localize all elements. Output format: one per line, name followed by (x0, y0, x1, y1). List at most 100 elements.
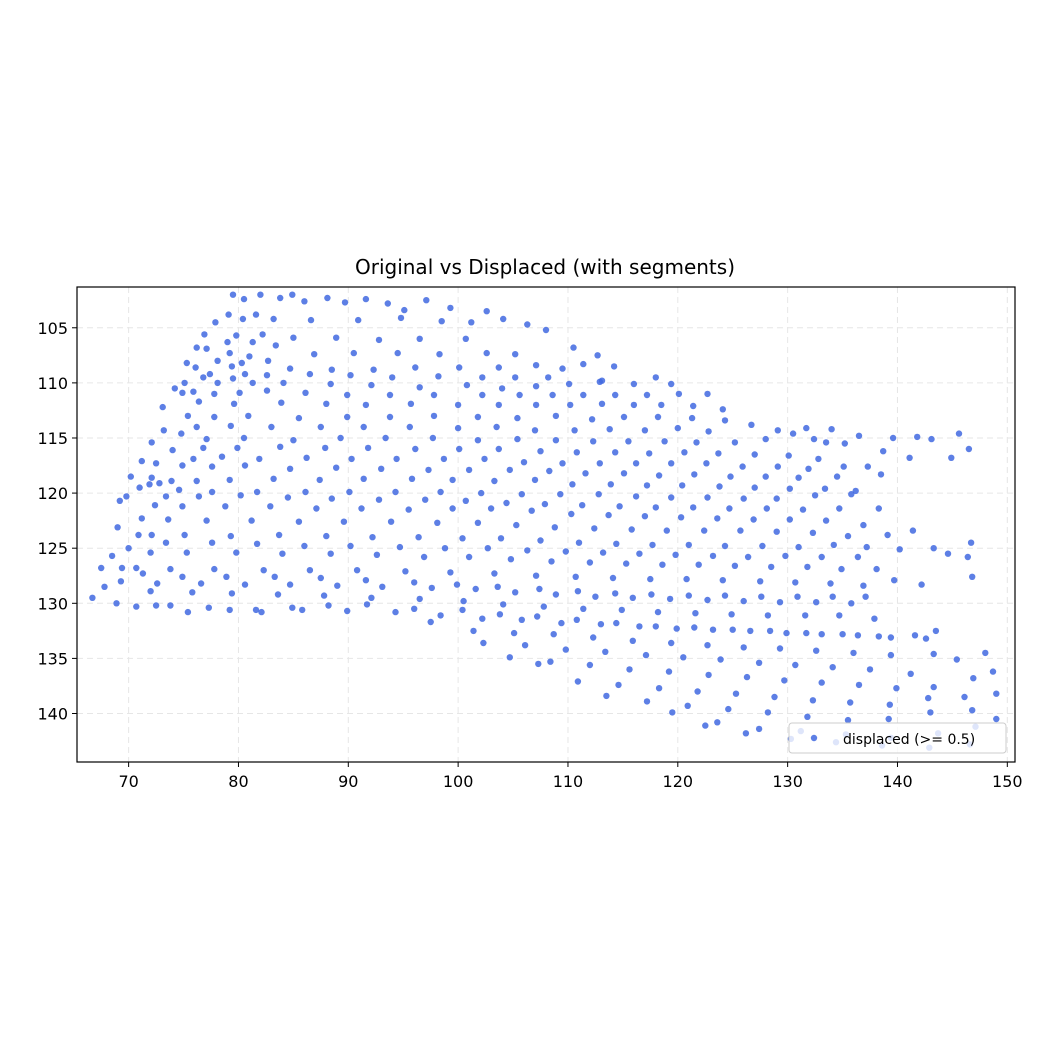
data-point (513, 521, 520, 529)
data-point (830, 541, 837, 549)
data-point (234, 444, 241, 452)
axes: 70 80 90 100 110 120 130 140 150 105 110 115 120 125 1… (37, 319, 1022, 791)
data-point (773, 528, 780, 535)
legend-box (788, 722, 1007, 754)
data-point (875, 633, 882, 640)
data-point (203, 517, 210, 524)
data-point (641, 513, 649, 520)
data-point (804, 713, 811, 720)
data-point (884, 531, 891, 539)
data-point (123, 493, 130, 500)
data-point (545, 374, 552, 381)
data-point (364, 444, 372, 452)
data-point (930, 545, 937, 552)
data-point (852, 487, 859, 495)
scatter-points (89, 291, 1000, 751)
data-point (811, 492, 819, 499)
data-point (375, 336, 383, 344)
data-point (392, 608, 399, 616)
data-point (299, 606, 306, 614)
data-point (993, 690, 1000, 697)
data-point (363, 601, 371, 608)
data-point (271, 573, 278, 580)
data-point (829, 664, 836, 671)
data-point (430, 391, 438, 399)
data-point (658, 401, 665, 409)
data-point (98, 564, 105, 572)
data-point (732, 690, 740, 697)
data-point (214, 357, 221, 364)
data-point (193, 477, 200, 485)
data-point (228, 363, 236, 370)
data-point (692, 610, 699, 617)
data-point (127, 473, 134, 480)
data-point (512, 589, 519, 596)
data-point (855, 432, 863, 439)
data-point (168, 477, 175, 485)
data-point (804, 563, 811, 571)
data-point (495, 445, 502, 453)
data-point (815, 455, 822, 463)
data-point (982, 649, 989, 657)
data-point (240, 295, 248, 303)
data-point (602, 648, 609, 655)
data-point (138, 457, 145, 465)
data-point (552, 437, 560, 444)
data-point (192, 364, 199, 371)
data-point (705, 428, 712, 435)
data-point (386, 391, 394, 399)
data-point (532, 572, 540, 579)
data-point (323, 532, 330, 540)
data-point (818, 553, 825, 561)
data-point (147, 588, 154, 595)
data-point (386, 413, 394, 421)
x-tick-label: 130 (772, 772, 803, 791)
data-point (286, 365, 294, 372)
data-point (425, 466, 432, 474)
data-point (726, 505, 733, 512)
data-point (714, 515, 721, 522)
data-point (159, 403, 166, 411)
data-point (727, 473, 734, 480)
data-point (848, 600, 855, 607)
data-point (456, 364, 463, 371)
data-point (348, 455, 355, 463)
data-point (840, 463, 847, 470)
x-tick-label: 100 (443, 772, 474, 791)
data-point (337, 434, 344, 442)
data-point (520, 459, 528, 466)
data-point (483, 308, 490, 315)
data-point (286, 465, 294, 472)
data-point (416, 384, 423, 391)
data-point (729, 626, 736, 633)
data-point (491, 570, 498, 577)
data-point (324, 294, 331, 302)
data-point (295, 518, 303, 525)
data-point (573, 449, 580, 456)
data-point (272, 342, 279, 349)
data-point (195, 493, 203, 500)
data-point (479, 615, 486, 622)
data-point (541, 500, 549, 508)
data-point (462, 497, 469, 504)
data-point (434, 519, 441, 526)
data-point (389, 374, 396, 381)
data-point (500, 601, 507, 608)
data-point (203, 435, 210, 443)
data-point (822, 439, 830, 446)
data-point (547, 658, 554, 665)
data-point (773, 495, 780, 502)
data-point (771, 693, 778, 701)
data-point (654, 413, 662, 421)
data-point (809, 529, 817, 536)
data-point (661, 438, 668, 445)
data-point (715, 450, 722, 457)
data-point (408, 475, 416, 482)
data-point (704, 642, 711, 649)
data-point (369, 534, 376, 541)
data-point (877, 471, 885, 478)
data-point (118, 564, 126, 572)
data-point (629, 637, 636, 644)
data-point (333, 464, 340, 471)
